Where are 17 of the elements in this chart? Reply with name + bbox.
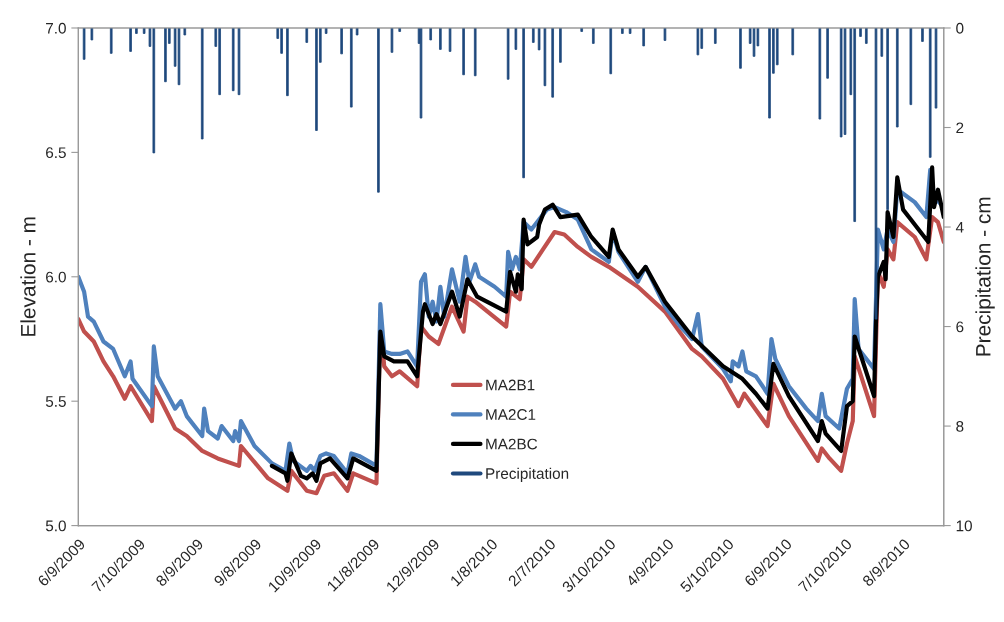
y-tick-label: 6.5	[46, 147, 66, 159]
y2-tick-label: 4	[955, 222, 964, 233]
legend-label: MA2C1	[486, 409, 536, 420]
y2-axis-title: Precipitation - cm	[975, 197, 995, 356]
y-tick-label: 6.0	[46, 271, 66, 283]
y2-tick-label: 6	[956, 321, 964, 333]
y2-tick-label: 10	[956, 520, 972, 532]
y2-tick-label: 0	[956, 22, 964, 34]
legend-label: Precipitation	[486, 467, 569, 482]
y-tick-label: 5.0	[45, 520, 66, 532]
y-tick-label: 5.5	[45, 396, 66, 407]
y2-tick-label: 8	[956, 420, 964, 432]
legend-label: MA2B1	[486, 379, 535, 391]
legend-label: MA2BC	[486, 438, 538, 450]
y-tick-label: 7.0	[46, 22, 66, 34]
y2-tick-label: 2	[956, 122, 964, 134]
y-axis-title: Elevation - m	[20, 217, 36, 336]
